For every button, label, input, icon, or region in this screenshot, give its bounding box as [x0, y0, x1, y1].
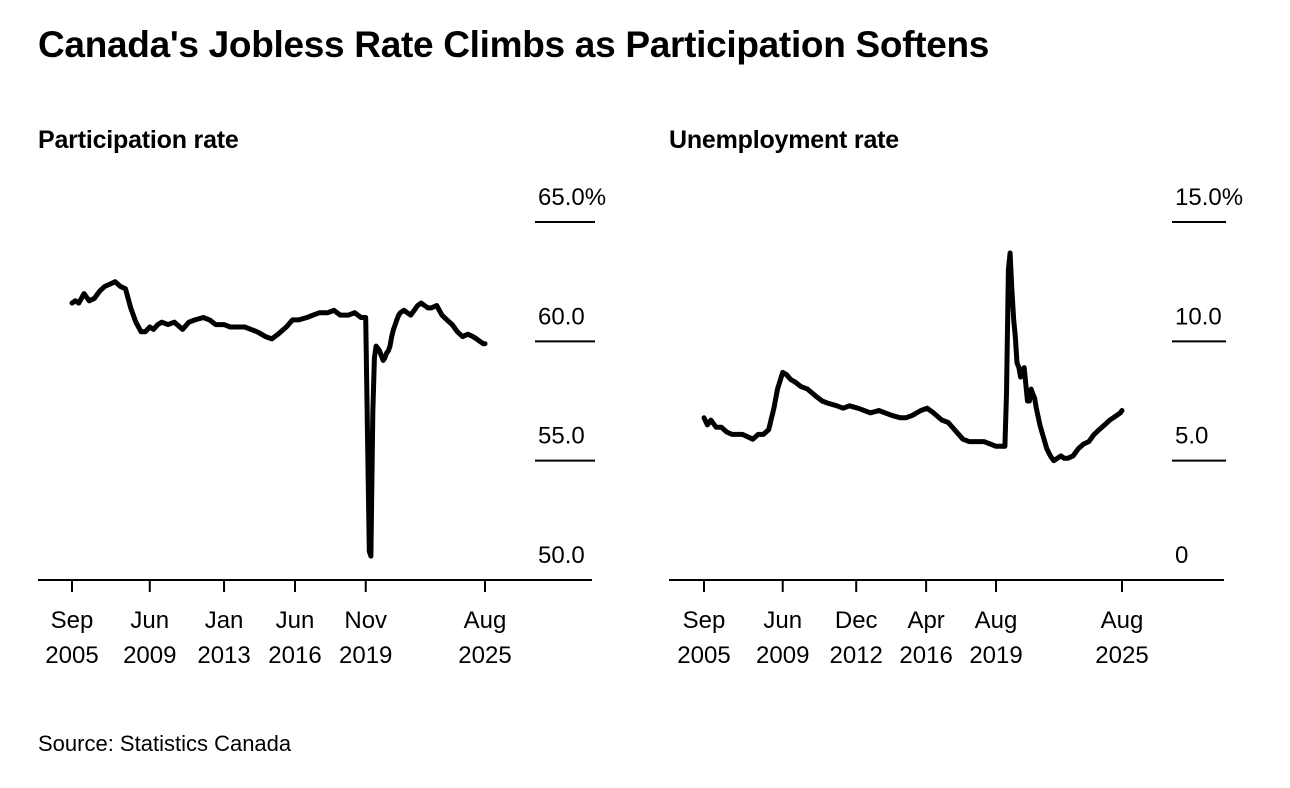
unemployment-x-tick-year: 2012	[830, 642, 883, 669]
unemployment-x-tick-month: Apr	[907, 607, 944, 634]
unemployment-panel-title: Unemployment rate	[669, 126, 899, 154]
participation-x-tick-year: 2016	[268, 642, 321, 669]
participation-x-tick-month: Sep	[51, 607, 94, 634]
participation-x-tick-month: Jun	[276, 607, 315, 634]
participation-y-tick-label: 65.0%	[538, 184, 606, 211]
participation-x-tick-month: Jun	[130, 607, 169, 634]
unemployment-x-tick-month: Aug	[975, 607, 1018, 634]
participation-y-tick-label: 60.0	[538, 303, 585, 330]
unemployment-x-tick-month: Aug	[1101, 607, 1144, 634]
participation-x-tick-year: 2009	[123, 642, 176, 669]
unemployment-x-tick-year: 2025	[1095, 642, 1148, 669]
unemployment-y-tick-label: 10.0	[1175, 303, 1222, 330]
participation-y-tick-label: 50.0	[538, 542, 585, 569]
unemployment-x-tick-year: 2005	[677, 642, 730, 669]
unemployment-y-tick-label: 5.0	[1175, 423, 1208, 450]
participation-x-tick-month: Nov	[344, 607, 387, 634]
source-note: Source: Statistics Canada	[38, 731, 292, 756]
unemployment-x-tick-year: 2009	[756, 642, 809, 669]
unemployment-x-tick-month: Sep	[683, 607, 726, 634]
unemployment-series-line	[701, 250, 1125, 464]
participation-series-line	[69, 279, 488, 559]
participation-x-tick-year: 2013	[197, 642, 250, 669]
participation-x-tick-month: Aug	[464, 607, 507, 634]
unemployment-y-tick-label: 15.0%	[1175, 184, 1243, 211]
unemployment-x-tick-month: Dec	[835, 607, 878, 634]
participation-y-tick-label: 55.0	[538, 423, 585, 450]
unemployment-x-tick-year: 2019	[969, 642, 1022, 669]
participation-x-tick-year: 2005	[45, 642, 98, 669]
participation-panel-title: Participation rate	[38, 126, 239, 154]
participation-x-tick-year: 2025	[458, 642, 511, 669]
unemployment-y-tick-label: 0	[1175, 542, 1188, 569]
chart-title: Canada's Jobless Rate Climbs as Particip…	[38, 24, 990, 65]
participation-x-tick-month: Jan	[205, 607, 244, 634]
unemployment-x-tick-year: 2016	[899, 642, 952, 669]
unemployment-x-tick-month: Jun	[763, 607, 802, 634]
participation-x-tick-year: 2019	[339, 642, 392, 669]
